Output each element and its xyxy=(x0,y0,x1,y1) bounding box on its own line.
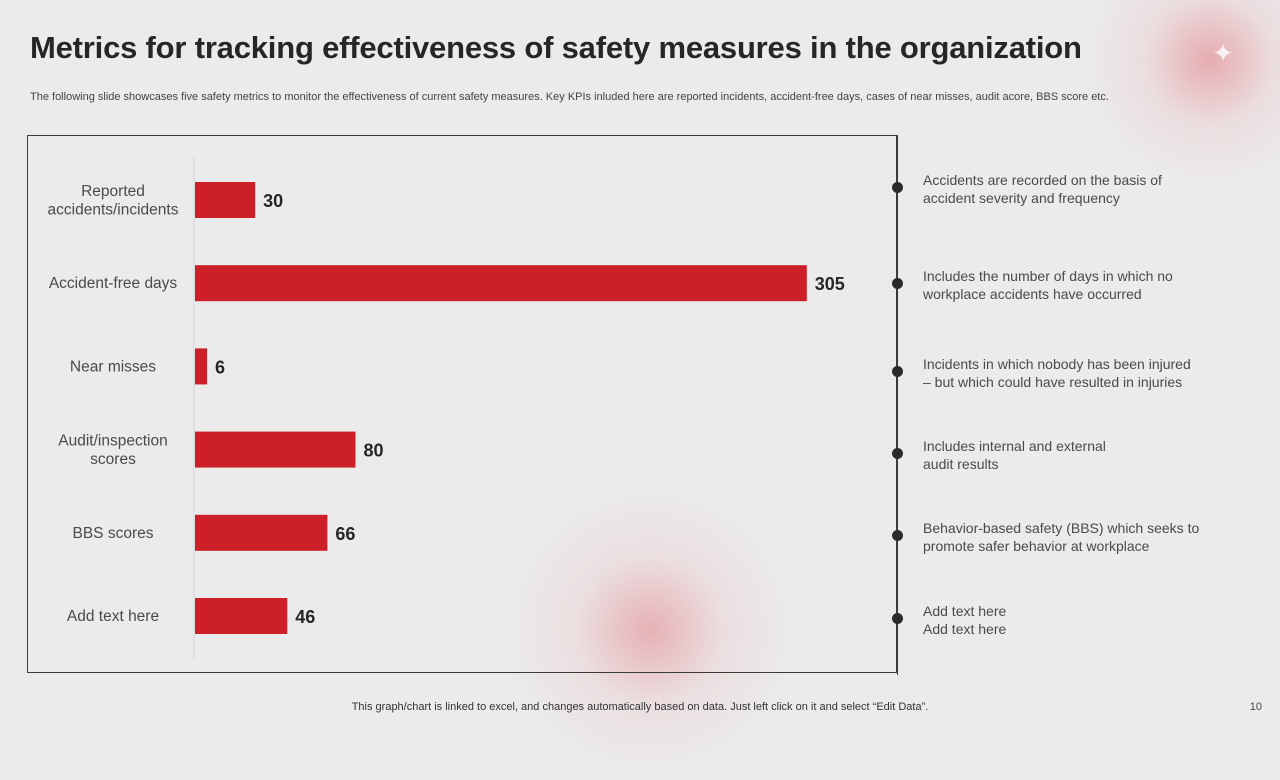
data-label: 6 xyxy=(215,357,225,377)
note-line-text: – but which could have resulted in injur… xyxy=(923,374,1183,390)
note-text: Accidents are recorded on the basis of a… xyxy=(923,171,1253,207)
category-label-line: Accident-free days xyxy=(49,275,178,292)
note-line-text: Accidents are recorded on the basis of xyxy=(923,172,1162,188)
category-label-line: BBS scores xyxy=(73,525,154,542)
note-line-text: promote safer behavior at workplace xyxy=(923,538,1150,554)
bar[interactable] xyxy=(195,598,288,634)
category-label-line: Add text here xyxy=(67,608,159,625)
note-line-text: Includes the number of days in which no xyxy=(923,268,1173,284)
bullet-dot-icon xyxy=(892,182,903,193)
slide-subtitle: The following slide showcases five safet… xyxy=(30,91,1109,103)
bullet-dot-icon xyxy=(892,613,903,624)
notes-panel: Accidents are recorded on the basis of a… xyxy=(892,135,1280,675)
category-label: BBS scores xyxy=(73,525,154,542)
category-label-line: Reported xyxy=(81,183,145,200)
note-text: Behavior-based safety (BBS) which seeks … xyxy=(923,519,1253,555)
note-text: Includes the number of days in which no … xyxy=(923,267,1253,303)
category-label-line: Audit/inspection xyxy=(58,432,167,449)
category-label: Reported accidents/incidents xyxy=(48,183,179,219)
note-line-text: accident severity and frequency xyxy=(923,190,1120,206)
notes-connector-line xyxy=(897,135,898,675)
bullet-dot-icon xyxy=(892,278,903,289)
slide-title: Metrics for tracking effectiveness of sa… xyxy=(30,30,1082,65)
sparkle-icon: ✦ xyxy=(1212,38,1234,68)
bar[interactable] xyxy=(195,348,208,385)
note-line-text: audit results xyxy=(923,456,999,472)
category-label-line: Near misses xyxy=(70,358,156,375)
category-label: Accident-free days xyxy=(49,275,178,292)
bar[interactable] xyxy=(195,182,256,218)
data-label: 80 xyxy=(363,441,383,461)
data-label: 46 xyxy=(295,607,315,627)
bar[interactable] xyxy=(195,431,356,468)
data-label: 305 xyxy=(815,274,845,294)
category-label-line: accidents/incidents xyxy=(48,201,179,218)
category-label: Near misses xyxy=(70,358,156,375)
bullet-dot-icon xyxy=(892,530,903,541)
page-number: 10 xyxy=(1249,701,1262,713)
chart-frame: 30 Reported accidents/incidents 305 Accident… xyxy=(27,135,897,673)
note-line-text: Incidents in which nobody has been injur… xyxy=(923,356,1191,372)
bar[interactable] xyxy=(195,514,328,551)
note-text: Incidents in which nobody has been injur… xyxy=(923,355,1253,391)
category-label: Audit/inspection scores xyxy=(58,432,167,468)
note-text: Includes internal and external audit res… xyxy=(923,437,1253,473)
note-line-text: Add text here xyxy=(923,603,1007,619)
category-label: Add text here xyxy=(67,608,159,625)
data-label: 30 xyxy=(263,191,283,211)
note-line-text: workplace accidents have occurred xyxy=(923,286,1142,302)
category-label-line: scores xyxy=(90,451,136,468)
footer-note: This graph/chart is linked to excel, and… xyxy=(351,701,929,713)
note-line-text: Behavior-based safety (BBS) which seeks … xyxy=(923,520,1200,536)
bullet-dot-icon xyxy=(892,366,903,377)
data-label: 66 xyxy=(335,524,355,544)
note-line-text: Includes internal and external xyxy=(923,438,1106,454)
note-line-text: Add text here xyxy=(923,621,1007,637)
bar-chart[interactable]: 30 Reported accidents/incidents 305 Accident… xyxy=(28,136,896,672)
bar[interactable] xyxy=(195,265,807,302)
note-text: Add text here Add text here xyxy=(923,602,1253,638)
bullet-dot-icon xyxy=(892,448,903,459)
